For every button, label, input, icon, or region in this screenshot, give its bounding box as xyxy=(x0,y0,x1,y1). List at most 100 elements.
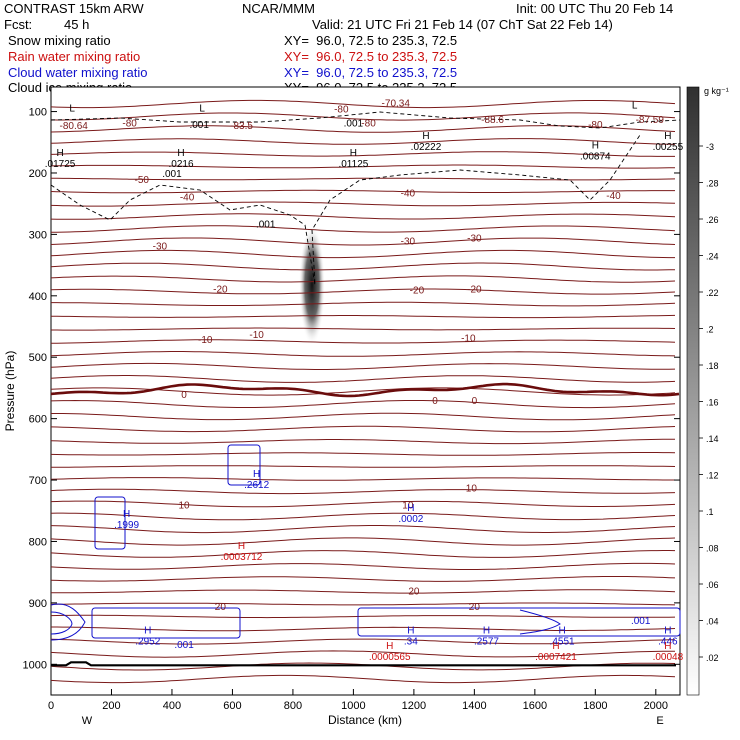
extremum-letter: L xyxy=(632,100,638,111)
temperature-contour xyxy=(50,112,676,121)
extremum-value: .2577 xyxy=(474,637,499,648)
temperature-contour xyxy=(50,151,675,157)
temperature-contour xyxy=(50,201,676,207)
y-tick-label: 1000 xyxy=(23,659,47,671)
temperature-label: -80 xyxy=(588,120,603,131)
y-axis-label: Pressure (hPa) xyxy=(3,351,17,432)
temperature-contour xyxy=(50,452,676,456)
temperature-label: -40 xyxy=(606,191,621,202)
fcst-label: Fcst: xyxy=(4,17,33,32)
x-tick-label: 1800 xyxy=(583,700,607,712)
temperature-contour xyxy=(50,125,676,133)
extremum-letter: H xyxy=(558,626,565,637)
x-tick-label: 1600 xyxy=(523,700,547,712)
temperature-contour xyxy=(50,638,676,645)
extremum-letter: H xyxy=(350,148,357,159)
temperature-label: 20 xyxy=(408,587,420,598)
terrain-line xyxy=(51,661,676,667)
colorbar-tick-label: .08 xyxy=(706,544,719,554)
y-tick-label: 100 xyxy=(29,107,47,119)
temperature-label: -20 xyxy=(213,284,228,295)
colorbar-tick-label: .04 xyxy=(706,617,719,627)
temperature-contour xyxy=(50,213,676,220)
extremum-letter: L xyxy=(69,104,75,115)
temperature-contour xyxy=(50,399,676,409)
org-label: NCAR/MMM xyxy=(242,1,315,16)
temperature-label: -50 xyxy=(134,175,149,186)
cloud-ice-contour-top xyxy=(50,111,681,129)
colorbar-unit: g kg⁻¹ xyxy=(704,86,729,96)
temperature-contour xyxy=(50,500,676,508)
temperature-label: -88.6 xyxy=(481,115,504,126)
temperature-label: 0 xyxy=(472,396,478,407)
temperature-label: -20 xyxy=(467,284,482,295)
temperature-contour xyxy=(50,425,676,433)
zero-degree-contour xyxy=(50,382,680,398)
colorbar-tick-label: .28 xyxy=(706,179,719,189)
field-label-snow: Snow mixing ratio xyxy=(8,33,111,48)
cloud-water-contour xyxy=(94,496,126,550)
extremum-letter: H xyxy=(123,509,130,520)
temperature-contour xyxy=(51,412,676,421)
temperature-contour xyxy=(50,488,676,495)
extremum-value: .34 xyxy=(404,637,418,648)
extremum-value: .00048 xyxy=(653,652,684,663)
cloud-ice-label: .001 xyxy=(189,120,209,131)
extremum-value: .0002 xyxy=(398,514,423,525)
axes: 0 200 400 600 800 1000 1200 1400 1600 1800 2000100… xyxy=(23,107,680,712)
temperature-contour xyxy=(50,164,676,169)
extremum-letter: H xyxy=(407,503,414,514)
temperature-contour xyxy=(51,602,676,606)
extremum-letter: H xyxy=(552,641,559,652)
x-tick-label: 1000 xyxy=(341,700,365,712)
temperature-label: -87.59 xyxy=(636,115,665,126)
temperature-label: 20 xyxy=(469,602,481,613)
colorbar-ticks: -3 .28 .26 .24 .22 .2 .18 .16 .14 .12 .1 .08 .06 .04.… xyxy=(699,142,719,663)
temperature-label: -70.34 xyxy=(382,98,411,109)
temperature-contour xyxy=(50,576,676,582)
y-tick-label: 800 xyxy=(29,536,47,548)
temperature-contour xyxy=(50,525,676,534)
temperature-label: -80 xyxy=(122,119,137,130)
extremum-letter: H xyxy=(253,469,260,480)
west-label: W xyxy=(82,715,93,727)
extremum-letter: H xyxy=(483,626,490,637)
field-xy-snow: XY= 96.0, 72.5 to 235.3, 72.5 xyxy=(284,33,458,48)
temperature-label: 20 xyxy=(215,602,227,613)
x-tick-label: 0 xyxy=(48,700,54,712)
temperature-contour xyxy=(50,562,676,570)
cloud-water-contours xyxy=(50,444,681,641)
temperature-label: -83.5 xyxy=(230,121,253,132)
x-axis-label: Distance (km) xyxy=(328,713,402,727)
temperature-contour xyxy=(50,314,676,319)
cloud-ice-label: .001 xyxy=(162,169,182,180)
field-xy-rain: XY= 96.0, 72.5 to 235.3, 72.5 xyxy=(284,49,458,64)
extremum-letter: H xyxy=(144,626,151,637)
temperature-label: 10 xyxy=(466,483,478,494)
temperature-label: -40 xyxy=(401,189,416,200)
temperature-contour xyxy=(50,138,676,145)
x-tick-label: 200 xyxy=(102,700,120,712)
temperature-label: 10 xyxy=(402,501,414,512)
temperature-contour xyxy=(51,301,676,307)
east-label: E xyxy=(656,715,663,727)
temperature-contour xyxy=(50,189,675,194)
temperature-label: -30 xyxy=(153,241,168,252)
temperature-contour xyxy=(50,339,676,344)
colorbar-tick-label: .12 xyxy=(706,471,719,481)
y-tick-label: 600 xyxy=(29,414,47,426)
x-tick-label: 600 xyxy=(223,700,241,712)
colorbar-tick-label: -3 xyxy=(706,142,714,152)
extremum-letter: H xyxy=(407,626,414,637)
cloud-ice-label: .001 xyxy=(631,616,651,627)
colorbar-tick-label: .06 xyxy=(706,580,719,590)
cloud-water-contour xyxy=(519,609,561,635)
extremum-letter: H xyxy=(238,541,245,552)
cloud-ice-label: .001 xyxy=(256,219,276,230)
temperature-label: -10 xyxy=(461,334,476,345)
field-label-cloud-water: Cloud water mixing ratio xyxy=(8,65,148,80)
colorbar-tick-label: .22 xyxy=(706,288,719,298)
extremum-letter: H xyxy=(664,626,671,637)
y-tick-label: 900 xyxy=(29,598,47,610)
